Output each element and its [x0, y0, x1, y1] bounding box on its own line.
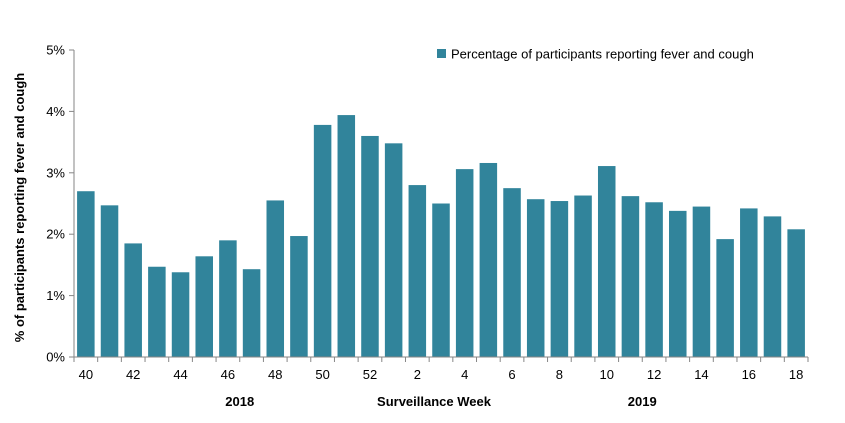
y-tick-label: 1%: [46, 288, 65, 303]
bar-week-13: [669, 210, 687, 357]
bar-week-6: [503, 188, 521, 357]
bar-week-42: [124, 243, 142, 357]
x-tick-label: 40: [79, 367, 93, 382]
bar-week-18: [787, 229, 805, 357]
year-labels: 2018 2019: [225, 394, 656, 409]
bar-week-4: [455, 169, 474, 357]
bar-week-1: [384, 143, 403, 357]
bar-week-14: [692, 206, 711, 357]
bars-group: [77, 115, 805, 357]
bar-week-9: [574, 195, 592, 357]
x-tick-label: 44: [173, 367, 187, 382]
x-tick-label: 18: [789, 367, 803, 382]
legend-label: Percentage of participants reporting fev…: [451, 47, 754, 62]
legend-swatch: [437, 49, 446, 58]
bar-week-12: [645, 202, 663, 357]
bar-week-43: [148, 266, 166, 357]
x-tick-label: 14: [694, 367, 708, 382]
bar-week-7: [526, 199, 545, 357]
y-tick-label: 5%: [46, 43, 65, 58]
bar-week-40: [77, 191, 95, 357]
bar-week-2: [408, 185, 427, 357]
y-tick-label: 3%: [46, 165, 65, 180]
y-tick-label: 4%: [46, 104, 65, 119]
y-axis-title: % of participants reporting fever and co…: [12, 73, 27, 342]
x-tick-label: 52: [363, 367, 377, 382]
x-tick-label: 46: [221, 367, 235, 382]
x-axis: 40 42 44 46 48 50 52 2 4 6 8 10 12 14 16 18: [73, 356, 809, 382]
x-tick-label: 8: [556, 367, 563, 382]
bar-week-3: [432, 203, 450, 357]
bar-week-15: [716, 239, 734, 357]
bar-week-8: [550, 201, 569, 357]
x-tick-label: 50: [315, 367, 329, 382]
x-tick-label: 48: [268, 367, 282, 382]
legend: Percentage of participants reporting fev…: [437, 47, 754, 62]
x-tick-label: 42: [126, 367, 140, 382]
x-tick-label: 4: [461, 367, 468, 382]
bar-week-48: [266, 200, 285, 357]
bar-week-49: [290, 236, 308, 357]
bar-week-44: [171, 272, 190, 357]
x-axis-title: Surveillance Week: [377, 394, 492, 409]
x-tick-label: 6: [508, 367, 515, 382]
y-tick-label: 2%: [46, 227, 65, 242]
bar-week-51: [337, 115, 356, 357]
bar-week-10: [597, 166, 616, 357]
y-axis: 0% 1% 2% 3% 4% 5%: [46, 43, 75, 365]
bar-week-16: [740, 208, 758, 357]
bar-week-50: [313, 124, 332, 357]
x-tick-label: 16: [742, 367, 756, 382]
x-tick-label: 12: [647, 367, 661, 382]
bar-week-46: [219, 240, 237, 357]
x-tick-label: 2: [414, 367, 421, 382]
bar-week-41: [100, 205, 119, 357]
year-label-2019: 2019: [628, 394, 657, 409]
x-tick-label: 10: [600, 367, 614, 382]
y-tick-label: 0%: [46, 350, 65, 365]
bar-week-11: [621, 196, 640, 357]
bar-week-17: [763, 216, 782, 357]
bar-week-45: [195, 256, 213, 357]
bar-week-47: [242, 269, 261, 357]
year-label-2018: 2018: [225, 394, 254, 409]
bar-week-5: [479, 162, 498, 357]
bar-week-52: [361, 135, 379, 357]
